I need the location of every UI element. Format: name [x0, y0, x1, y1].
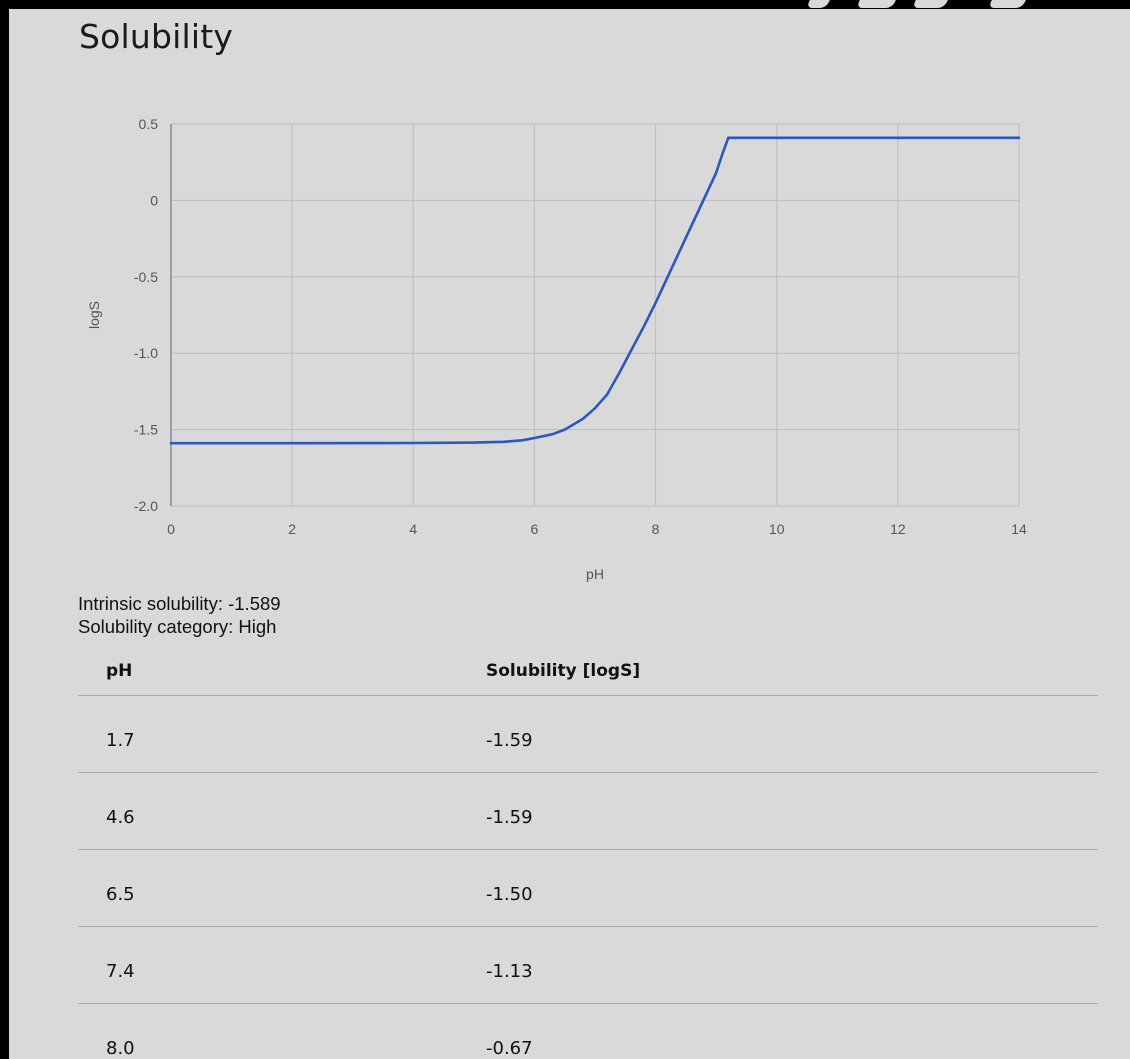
solubility-category-value: High: [238, 616, 277, 637]
cell-logs: -1.59: [486, 730, 533, 751]
intrinsic-solubility: Intrinsic solubility: -1.589: [78, 593, 281, 615]
chart-labels: pH logS: [86, 301, 604, 582]
x-tick-label: 4: [409, 521, 417, 537]
top-edge-shape: [912, 0, 948, 8]
solubility-chart: 0 2 4 6 8 10 12 14 0.5 0 -0.5 -1.0 -1.5 -2.0 pH logS: [86, 116, 1027, 582]
series-line: [169, 136, 1021, 445]
x-axis-title: pH: [586, 566, 604, 582]
cell-ph: 1.7: [106, 730, 135, 751]
column-header-ph: pH: [106, 661, 133, 681]
table-row: 4.6 -1.59: [78, 773, 1098, 850]
column-header-solubility: Solubility [logS]: [486, 661, 641, 681]
y-tick-label: 0.5: [139, 116, 159, 132]
cell-logs: -0.67: [486, 1038, 533, 1059]
y-tick-label: -1.0: [134, 345, 158, 361]
solubility-category-label: Solubility category:: [78, 616, 234, 637]
cell-ph: 7.4: [106, 961, 135, 982]
x-tick-label: 14: [1011, 521, 1027, 537]
table-row: 1.7 -1.59: [78, 696, 1098, 773]
y-axis-title: logS: [86, 301, 102, 329]
intrinsic-solubility-value: -1.589: [228, 593, 281, 614]
top-edge-shape: [856, 0, 896, 8]
top-edge: [0, 0, 1130, 9]
x-tick-label: 8: [652, 521, 660, 537]
y-tick-label: -1.5: [134, 422, 158, 438]
table-header: pH Solubility [logS]: [78, 651, 1098, 696]
table-row: 6.5 -1.50: [78, 850, 1098, 927]
table-row: 8.0 -0.67: [78, 1004, 1098, 1059]
top-edge-shape: [806, 0, 830, 8]
y-tick-label: -2.0: [134, 498, 158, 514]
section-title: Solubility: [79, 17, 234, 56]
x-tick-label: 0: [167, 521, 175, 537]
cell-ph: 6.5: [106, 884, 135, 905]
cell-logs: -1.59: [486, 807, 533, 828]
cell-logs: -1.13: [486, 961, 533, 982]
chart-grid: [171, 123, 1020, 507]
cell-logs: -1.50: [486, 884, 533, 905]
solubility-category: Solubility category: High: [78, 616, 276, 638]
x-tick-label: 10: [769, 521, 785, 537]
x-tick-label: 2: [288, 521, 296, 537]
chart-ticks: 0 2 4 6 8 10 12 14 0.5 0 -0.5 -1.0 -1.5 -2.0: [134, 116, 1027, 537]
top-edge-shape: [988, 0, 1026, 8]
chart-series: [169, 136, 1021, 445]
intrinsic-solubility-label: Intrinsic solubility:: [78, 593, 223, 614]
x-tick-label: 6: [531, 521, 539, 537]
table-row: 7.4 -1.13: [78, 927, 1098, 1004]
x-tick-label: 12: [890, 521, 906, 537]
solubility-table: pH Solubility [logS] 1.7 -1.59 4.6 -1.59…: [78, 651, 1098, 1059]
solubility-panel: Solubility 0 2 4 6 8 10 12 14 0.5 0 -0.5 -1.0 -1.5 -2…: [9, 9, 1130, 1059]
cell-ph: 4.6: [106, 807, 135, 828]
y-tick-label: -0.5: [134, 269, 158, 285]
y-tick-label: 0: [150, 192, 158, 208]
cell-ph: 8.0: [106, 1038, 135, 1059]
